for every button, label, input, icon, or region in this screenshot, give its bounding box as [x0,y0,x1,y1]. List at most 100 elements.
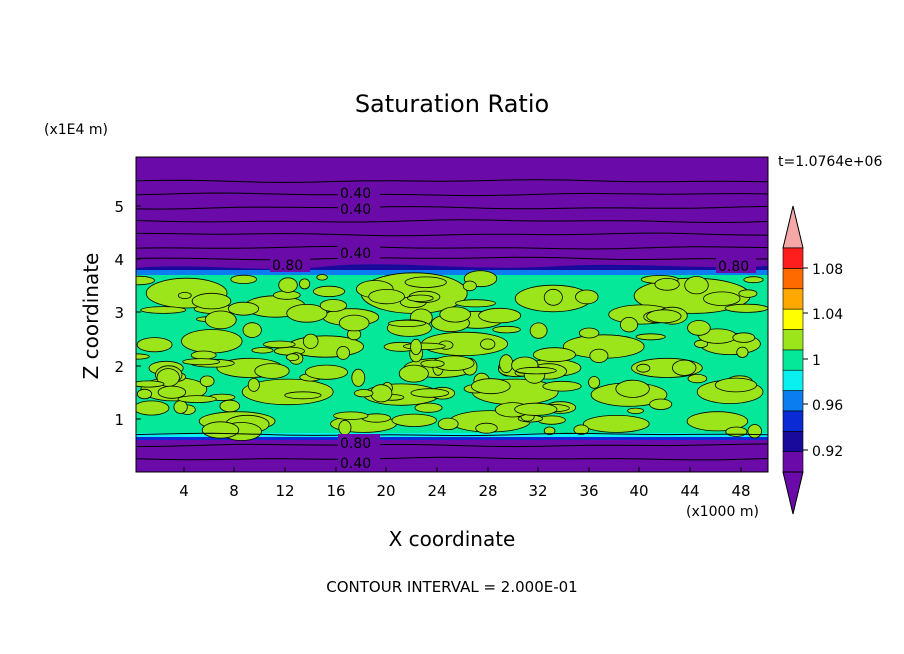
cloud-cell-136 [227,301,260,316]
cloud-cell-65 [177,291,192,299]
cloud-cell-108 [492,325,521,334]
colorbar-label-1.08: 1.08 [812,262,843,278]
cloud-cell-147 [136,337,173,353]
contour-label-5: 0.80 [718,259,749,275]
cloud-cell-66 [247,377,260,392]
x-tick-label-4: 4 [179,482,189,500]
cloud-cell-105 [635,333,666,341]
cloud-cell-131 [410,338,422,355]
cloud-cell-97 [732,332,756,343]
contour-line-6 [136,219,768,224]
cloud-cell-124 [410,388,450,398]
cloud-cell-69 [532,347,576,363]
y-tick-label-1: 1 [114,411,124,429]
cloud-cell-166 [654,277,680,291]
cloud-cell-47 [703,291,741,306]
contour-line-5 [136,232,768,237]
cloud-cell-22 [582,414,650,433]
colorbar-bins [782,247,804,473]
contour-lines [136,179,768,461]
dry-layer-upper [136,157,768,275]
colorbar-bin-7 [782,308,804,330]
cloud-cell-174 [743,276,764,284]
chart-title: Saturation Ratio [355,90,549,118]
cloud-cell-140 [278,277,298,293]
cloud-cell-158 [646,309,682,324]
colorbar-bin-6 [782,329,804,351]
cloud-cell-134 [304,364,348,380]
colorbar: 1.08 1.04 1 0.96 0.92 [782,205,843,515]
cloud-cell-150 [439,306,472,323]
cloud-cell-143 [543,426,556,435]
cloud-cell-36 [230,274,258,284]
x-tick-label-40: 40 [629,482,648,500]
cloud-cell-98 [480,338,496,350]
cloud-cell-82 [649,398,673,411]
colorbar-label-0.96: 0.96 [812,398,843,414]
cloud-cell-83 [694,339,709,348]
cloud-cell-78 [251,347,274,354]
colorbar-bin-1 [782,430,804,452]
contour-line-9 [136,179,768,183]
cloud-cell-103 [687,373,708,384]
cloud-cell-132 [387,319,426,327]
x-tick-label-36: 36 [579,482,598,500]
cloud-cell-153 [370,384,393,403]
colorbar-bin-3 [782,390,804,412]
cloud-cell-79 [736,346,749,358]
x-axis-title: X coordinate [389,527,516,551]
cloud-cell-167 [514,402,558,416]
colorbar-label-0.92: 0.92 [812,444,843,460]
cloud-cell-8 [181,329,243,354]
colorbar-label-1.04: 1.04 [812,307,843,323]
cloud-cell-128 [182,358,221,366]
contour-line-8 [136,192,768,197]
cloud-cell-152 [542,380,582,392]
cloud-cell-126 [190,350,217,360]
colorbar-bin-9 [782,268,804,290]
cloud-cell-38 [351,368,366,387]
colorbar-bin-0 [782,451,804,473]
contour-label-4: 0.80 [272,258,303,274]
colorbar-bin-4 [782,369,804,391]
cloud-cell-121 [199,375,215,387]
cloud-cell-86 [402,342,446,350]
cloud-cell-122 [319,299,347,312]
cloud-cell-73 [391,413,437,427]
cloud-cell-159 [140,306,187,314]
colorbar-bin-2 [782,410,804,432]
plot-frame [135,156,769,473]
cloud-cell-119 [462,280,477,292]
cloud-cell-48 [475,422,498,434]
contour-label-3: 0.40 [340,246,371,262]
cloud-cell-46 [286,303,328,323]
y-tick-label-5: 5 [114,198,124,216]
cloud-cell-171 [478,307,522,324]
cloud-cell-102 [406,294,434,302]
saturated-cloud-cells [136,270,768,441]
cloud-cell-145 [262,340,296,349]
cloud-cell-123 [687,320,711,336]
cloud-top-edge [136,270,768,275]
contour-line-0 [136,456,768,461]
cloud-cell-118 [157,385,187,399]
y-axis-title: Z coordinate [79,253,103,380]
colorbar-under-arrow [782,471,804,515]
cloud-cell-161 [354,389,374,398]
cloud-cell-142 [201,421,240,439]
colorbar-bin-10 [782,247,804,269]
x-tick-label-12: 12 [275,482,294,500]
time-label: t=1.0764e+06 [778,154,882,170]
contour-label-1: 0.40 [340,186,371,202]
cloud-cell-154 [725,426,748,437]
cloud-cell-170 [575,289,599,305]
cloud-cell-164 [173,400,188,414]
cloud-cell-151 [738,289,758,298]
cloud-cell-55 [543,288,563,306]
cloud-cell-80 [242,322,262,338]
cloud-cell-144 [316,274,328,281]
cloud-cell-67 [398,364,429,383]
cloud-cell-92 [636,363,651,373]
y-tick-label-4: 4 [114,251,124,269]
contour-line-1 [136,443,768,448]
